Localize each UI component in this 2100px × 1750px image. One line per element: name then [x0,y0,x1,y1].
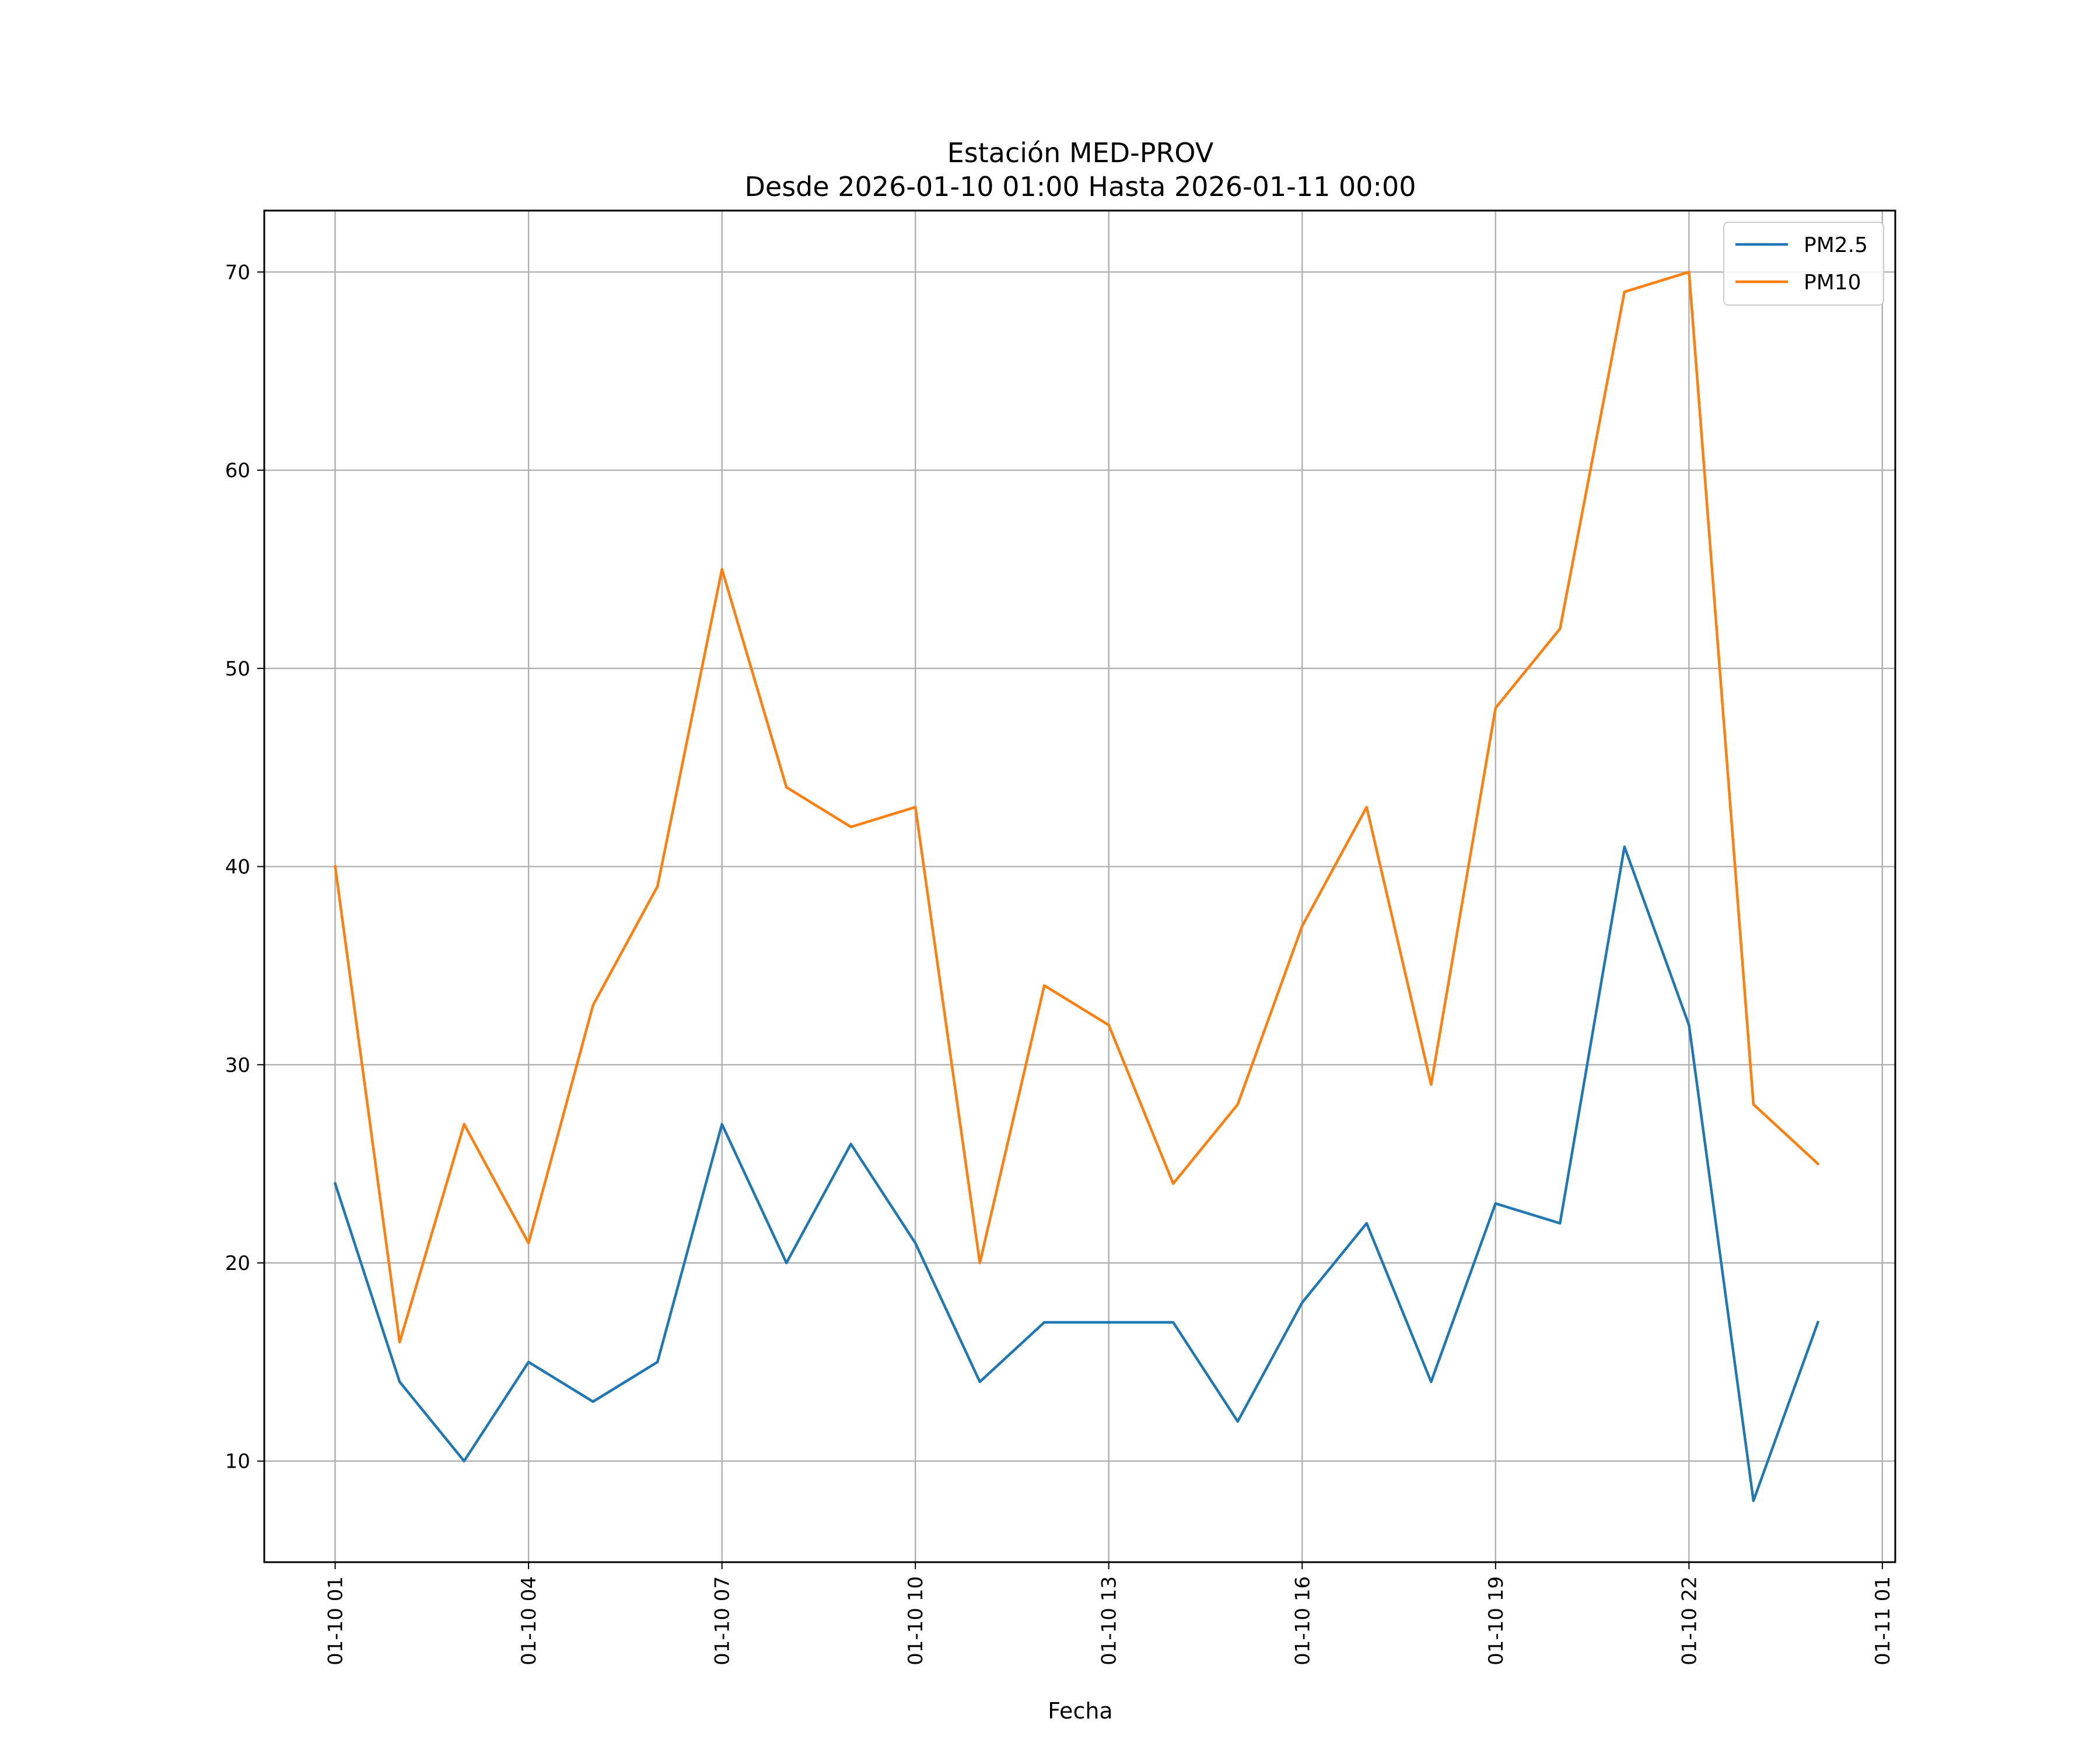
legend-label: PM10 [1804,271,1861,295]
plot-area [263,209,1896,1563]
x-tick-label: 01-10 13 [1098,1576,1121,1665]
y-tick-label: 70 [225,261,250,284]
x-tick-label: 01-10 22 [1678,1576,1701,1665]
x-tick-label: 01-10 07 [711,1576,734,1665]
legend-box [1723,222,1884,306]
legend: PM2.5 PM10 [1723,222,1884,306]
y-tick-label: 10 [225,1450,250,1474]
x-tick-label: 01-10 04 [517,1576,541,1665]
x-tick-label: 01-10 10 [904,1576,928,1665]
y-axis-ticks: 10 20 30 40 50 60 70 [225,261,264,1474]
y-tick-label: 20 [225,1252,250,1275]
y-tick-label: 40 [225,856,250,879]
x-tick-label: 01-10 01 [324,1576,348,1665]
series-line-pm10 [334,271,1820,1344]
x-tick-label: 01-11 01 [1871,1576,1895,1665]
chart-title: Estación MED-PROV [947,137,1214,169]
x-tick-label: 01-10 19 [1485,1576,1508,1665]
x-axis-ticks: 01-10 01 01-10 04 01-10 07 01-10 10 01-10 13… [324,1562,1895,1665]
y-tick-label: 30 [225,1054,250,1077]
x-tick-label: 01-10 16 [1291,1576,1314,1665]
grid [264,211,1895,1562]
y-tick-label: 50 [225,657,250,681]
legend-label: PM2.5 [1804,233,1868,257]
series-line-pm25 [333,845,1820,1502]
y-tick-label: 60 [225,459,250,482]
x-axis-label: Fecha [1048,1698,1112,1724]
chart-subtitle: Desde 2026-01-10 01:00 Hasta 2026-01-11 … [744,171,1416,202]
series-lines [333,271,1820,1502]
